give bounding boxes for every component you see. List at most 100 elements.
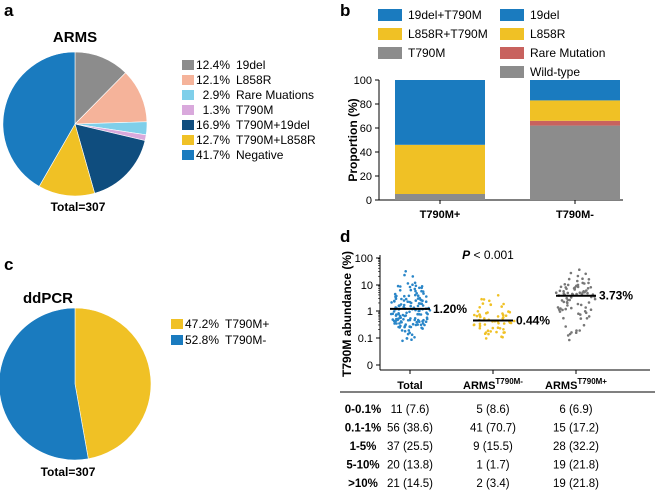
bar-legend: 19del+T790M L858R+T790M T790M 19del L858R Rar… [378, 8, 605, 79]
scatter-point-0-147 [424, 300, 428, 304]
ddpcr-pie [0, 307, 152, 461]
scatter-point-0-60 [390, 301, 393, 304]
table-cell-4-2: 19 (21.8) [553, 478, 599, 490]
arms-legend-label-1: L858R [236, 73, 272, 87]
scatter-point-2-74 [593, 297, 597, 301]
arms-pie-title: ARMS [53, 29, 97, 46]
scatter-point-0-85 [420, 286, 424, 290]
scatter-point-1-44 [479, 315, 482, 319]
scatter-point-0-101 [407, 329, 411, 332]
scatter-point-1-34 [483, 332, 487, 336]
table-cell-0-1: 5 (8.6) [476, 404, 509, 416]
scatter-point-0-29 [399, 285, 402, 288]
scatter-point-0-126 [401, 313, 405, 317]
bar-legend-label-0: 19del+T790M [408, 8, 482, 22]
scatter-point-1-37 [482, 298, 486, 301]
scatter-y-tick-label-1: 0.1 [358, 333, 373, 345]
arms-pie [2, 51, 148, 197]
bar-y-axis-label: Proportion (%) [346, 98, 360, 181]
scatter-point-0-131 [394, 297, 398, 301]
arms-legend-swatch-5 [182, 135, 194, 145]
scatter-point-1-36 [512, 319, 516, 323]
scatter-point-2-25 [586, 291, 589, 295]
table-cell-1-0: 56 (38.6) [387, 423, 433, 435]
scatter-point-1-45 [496, 315, 500, 318]
scatter-point-2-58 [576, 279, 579, 283]
panel-c-label: c [4, 255, 13, 274]
bar-y-tick-label-1: 20 [360, 171, 372, 183]
arms-legend-swatch-0 [182, 60, 194, 70]
arms-slice-6 [2, 51, 76, 187]
scatter-point-2-12 [576, 302, 580, 306]
scatter-point-1-52 [502, 316, 505, 319]
scatter-point-0-28 [401, 339, 404, 343]
ddpcr-legend-label-1: T790M- [225, 333, 266, 347]
scatter-point-2-83 [566, 298, 570, 302]
scatter-point-1-18 [498, 327, 502, 330]
scatter-point-1-29 [485, 311, 488, 315]
table-cell-1-2: 15 (17.2) [553, 423, 599, 435]
scatter-point-0-67 [413, 281, 417, 285]
scatter-point-1-27 [472, 323, 476, 327]
scatter-point-0-71 [409, 288, 413, 292]
table-cell-3-2: 19 (21.8) [553, 460, 599, 472]
scatter-point-2-79 [559, 307, 562, 310]
bar-1-segment-3 [530, 80, 620, 101]
ddpcr-slice-0 [74, 307, 152, 460]
scatter-point-1-5 [484, 337, 488, 340]
bar-legend-label-3: 19del [530, 8, 559, 22]
scatter-point-0-149 [420, 299, 423, 302]
abundance-scatter: 00.11101001.20%Total0.44%ARMST790M-3.73%… [355, 253, 650, 392]
scatter-point-0-66 [398, 322, 401, 325]
scatter-point-1-59 [508, 321, 512, 324]
scatter-point-1-55 [496, 294, 500, 297]
scatter-point-1-22 [502, 322, 506, 325]
ddpcr-pie-legend: 47.2% T790M+ 52.8% T790M- [171, 317, 269, 347]
scatter-point-1-1 [502, 328, 505, 331]
scatter-point-1-10 [496, 326, 500, 330]
ddpcr-legend-label-0: T790M+ [225, 317, 269, 331]
scatter-point-0-140 [398, 326, 402, 329]
bar-legend-swatch-5 [500, 47, 524, 59]
scatter-point-2-76 [562, 300, 566, 304]
table-row-label-1: 0.1-1% [345, 423, 381, 435]
scatter-point-0-24 [407, 294, 411, 298]
bar-legend-label-5: Rare Mutation [530, 46, 605, 60]
scatter-point-2-3 [587, 281, 590, 285]
scatter-point-2-6 [587, 315, 591, 318]
table-cell-4-1: 2 (3.4) [476, 478, 509, 490]
scatter-point-1-9 [476, 310, 480, 313]
scatter-point-0-40 [422, 318, 425, 322]
arms-legend-label-3: T790M [236, 103, 273, 117]
scatter-point-1-51 [489, 330, 493, 333]
p-value: P < 0.001 [462, 248, 514, 262]
bar-legend-swatch-3 [500, 9, 524, 21]
abundance-table: 0-0.1% 11 (7.6) 5 (8.6) 6 (6.9) 0.1-1% 56 (38… [340, 391, 655, 490]
scatter-y-axis-label: T790M abundance (%) [340, 251, 354, 377]
arms-legend-pct-3: 1.3% [203, 103, 231, 117]
scatter-point-2-75 [578, 268, 581, 272]
scatter-point-2-38 [569, 271, 573, 275]
bar-x-tick-label-0: T790M+ [420, 209, 461, 221]
scatter-point-2-84 [579, 317, 583, 320]
scatter-point-2-59 [587, 278, 591, 281]
scatter-point-0-111 [398, 304, 401, 307]
scatter-point-2-9 [566, 283, 570, 287]
arms-legend-pct-0: 12.4% [196, 58, 230, 72]
scatter-point-0-84 [424, 320, 428, 324]
scatter-point-0-70 [404, 314, 408, 317]
scatter-point-0-57 [413, 336, 416, 339]
table-cell-4-0: 21 (14.5) [387, 478, 433, 490]
scatter-point-0-31 [403, 329, 407, 333]
scatter-point-0-134 [408, 331, 412, 335]
scatter-point-0-94 [409, 304, 413, 308]
scatter-point-0-137 [411, 322, 415, 326]
table-cell-3-0: 20 (13.8) [387, 460, 433, 472]
bar-1-segment-1 [530, 120, 620, 126]
scatter-point-2-32 [566, 301, 569, 305]
table-cell-1-1: 41 (70.7) [470, 423, 516, 435]
scatter-point-0-117 [392, 310, 396, 313]
scatter-point-1-54 [507, 310, 510, 313]
scatter-x-label-sup-1: T790M- [495, 377, 523, 386]
scatter-point-2-71 [585, 317, 589, 320]
